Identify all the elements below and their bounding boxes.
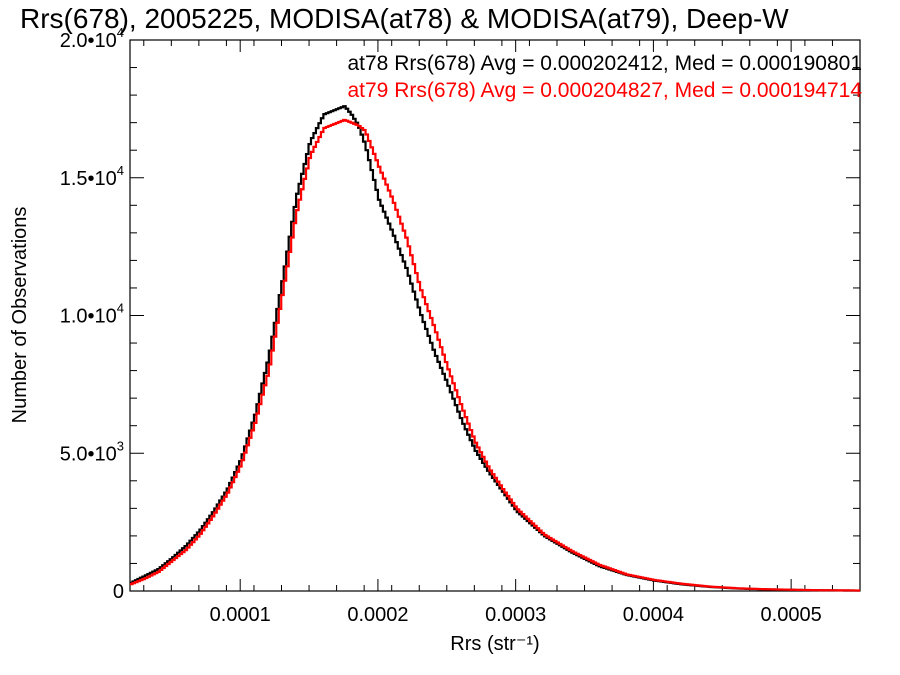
x-tick-label: 0.0003 bbox=[485, 604, 546, 626]
x-axis-label: Rrs (str⁻¹) bbox=[450, 633, 539, 655]
y-tick-mantissa: 5.0•10 bbox=[60, 443, 117, 465]
y-axis-label: Number of Observations bbox=[9, 207, 31, 424]
y-tick-label: 1.0•104 bbox=[60, 301, 124, 328]
y-tick-mantissa: 1.0•10 bbox=[60, 306, 117, 328]
y-tick-label: 2.0•104 bbox=[60, 25, 124, 52]
y-tick-label: 0 bbox=[113, 581, 124, 603]
y-tick-exponent: 4 bbox=[117, 301, 124, 316]
series-layer bbox=[130, 105, 860, 592]
series-line-at79 bbox=[130, 118, 860, 592]
legend-entry-at78: at78 Rrs(678) Avg = 0.000202412, Med = 0… bbox=[347, 52, 862, 75]
y-tick-label: 5.0•103 bbox=[60, 438, 124, 465]
x-axis: 0.0001 0.0002 0.0003 0.0004 0.0005 bbox=[143, 40, 833, 626]
y-tick-mantissa: 1.5•10 bbox=[60, 168, 117, 190]
y-tick-mantissa: 2.0•10 bbox=[60, 30, 117, 52]
legend-entry-at79: at79 Rrs(678) Avg = 0.000204827, Med = 0… bbox=[347, 79, 862, 102]
y-tick-exponent: 3 bbox=[117, 438, 124, 453]
y-tick-exponent: 4 bbox=[117, 25, 124, 40]
x-tick-label: 0.0001 bbox=[210, 604, 271, 626]
plot-frame bbox=[129, 39, 861, 592]
x-tick-label: 0.0002 bbox=[347, 604, 408, 626]
y-tick-mantissa: 0 bbox=[113, 581, 124, 603]
series-line-at78 bbox=[130, 105, 860, 592]
chart-title: Rrs(678), 2005225, MODISA(at78) & MODISA… bbox=[20, 3, 789, 34]
x-tick-label: 0.0004 bbox=[623, 604, 684, 626]
y-tick-label: 1.5•104 bbox=[60, 163, 124, 190]
y-tick-exponent: 4 bbox=[117, 163, 124, 178]
x-tick-label: 0.0005 bbox=[761, 604, 822, 626]
